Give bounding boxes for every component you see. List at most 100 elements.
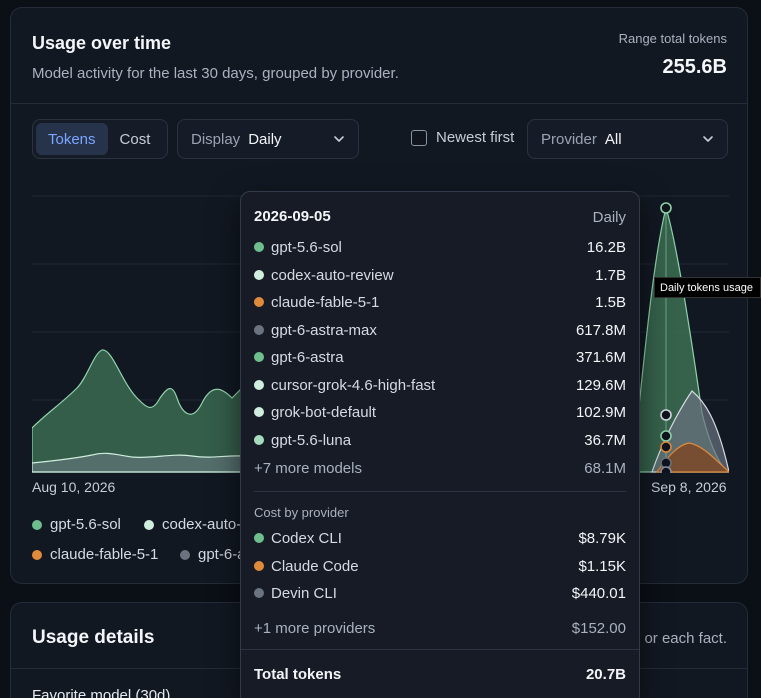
model-value: 617.8M: [575, 321, 626, 339]
provider-value: All: [604, 130, 622, 148]
provider-name: Codex CLI: [271, 529, 342, 547]
tooltip-model-row: codex-auto-review 1.7B: [254, 265, 626, 285]
provider-name: Devin CLI: [271, 584, 337, 602]
model-dot: [254, 297, 264, 307]
chevron-down-icon: [703, 136, 713, 142]
chart-legend: gpt-5.6-sol codex-auto-review claude-fab…: [32, 516, 252, 576]
legend-label: codex-auto-review: [162, 516, 252, 533]
model-dot: [254, 270, 264, 280]
tooltip-provider-row: Devin CLI $440.01: [254, 583, 626, 603]
legend-label: gpt-5.6-sol: [50, 516, 121, 533]
display-label: Display: [191, 130, 241, 148]
provider-cost: $8.79K: [578, 529, 626, 547]
tooltip-model-row: claude-fable-5-1 1.5B: [254, 292, 626, 312]
model-value: 1.7B: [595, 266, 626, 284]
cost-section-label: Cost by provider: [254, 505, 349, 520]
tooltip-provider-row: Claude Code $1.15K: [254, 556, 626, 576]
total-value: 20.7B: [585, 666, 626, 683]
display-select[interactable]: Display Daily: [177, 119, 359, 159]
provider-label: Provider: [541, 130, 597, 148]
model-value: 36.7M: [584, 431, 626, 449]
model-value: 1.5B: [595, 293, 626, 311]
favorite-model-label: Favorite model (30d): [32, 687, 171, 698]
legend-label: claude-fable-5-1: [50, 546, 159, 563]
model-value: 129.6M: [575, 376, 626, 394]
range-total-label: Range total tokens: [618, 31, 727, 46]
more-providers-label: +1 more providers: [254, 619, 376, 637]
tooltip-total: Total tokens 20.7B: [254, 666, 626, 683]
model-name: gpt-6-astra: [271, 348, 344, 366]
tooltip-provider-row: Codex CLI $8.79K: [254, 528, 626, 548]
marker-gpt-6-astra: [660, 430, 672, 442]
tooltip-model-row: gpt-6-astra-max 617.8M: [254, 320, 626, 340]
details-title: Usage details: [32, 627, 155, 648]
model-value: 371.6M: [575, 348, 626, 366]
card-subtitle: Model activity for the last 30 days, gro…: [32, 65, 399, 82]
legend-dot: [32, 519, 42, 530]
legend-item[interactable]: gpt-5.6-sol: [32, 516, 121, 533]
legend-item[interactable]: gpt-6-astra-max: [180, 546, 252, 563]
model-name: grok-bot-default: [271, 403, 377, 421]
more-models-value: 68.1M: [584, 459, 626, 477]
area-codex-auto-review: [32, 452, 243, 473]
details-hint: or each fact.: [644, 630, 727, 647]
total-label: Total tokens: [254, 666, 342, 683]
more-providers-value: $152.00: [571, 619, 626, 637]
model-value: 102.9M: [575, 403, 626, 421]
more-models-label: +7 more models: [254, 459, 362, 477]
model-name: cursor-grok-4.6-high-fast: [271, 376, 436, 394]
tooltip-more-models: +7 more models 68.1M: [254, 458, 626, 478]
newest-first-checkbox[interactable]: [411, 129, 427, 146]
tooltip-mode: Daily: [592, 209, 626, 226]
tooltip-model-row: gpt-5.6-luna 36.7M: [254, 430, 626, 450]
model-name: codex-auto-review: [271, 266, 394, 284]
tooltip-model-row: gpt-5.6-sol 16.2B: [254, 237, 626, 257]
metric-toggle: Tokens Cost: [32, 119, 168, 159]
chart-tooltip: 2026-09-05 Daily gpt-5.6-sol 16.2B codex…: [240, 191, 640, 698]
chevron-down-icon: [334, 136, 344, 142]
divider: [241, 649, 639, 650]
x-axis-start-label: Aug 10, 2026: [32, 479, 116, 495]
provider-cost: $1.15K: [578, 557, 626, 575]
tooltip-model-row: grok-bot-default 102.9M: [254, 402, 626, 422]
model-value: 16.2B: [586, 238, 626, 256]
tooltip-model-row: cursor-grok-4.6-high-fast 129.6M: [254, 375, 626, 395]
model-dot: [254, 407, 264, 417]
provider-dot: [254, 588, 264, 598]
x-axis-end-label: Sep 8, 2026: [651, 479, 727, 495]
model-dot: [254, 325, 264, 335]
legend-dot: [180, 549, 190, 560]
provider-name: Claude Code: [271, 557, 359, 575]
marker-claude-fable: [660, 441, 672, 453]
newest-first-label: Newest first: [436, 129, 515, 146]
model-name: gpt-5.6-sol: [271, 238, 342, 256]
provider-cost: $440.01: [571, 584, 626, 602]
legend-dot: [32, 549, 42, 560]
tab-tokens[interactable]: Tokens: [36, 123, 108, 155]
model-dot: [254, 380, 264, 390]
tooltip-model-row: gpt-6-astra 371.6M: [254, 347, 626, 367]
divider: [254, 491, 626, 492]
hover-markers: [660, 202, 672, 473]
tooltip-more-providers: +1 more providers $152.00: [254, 618, 626, 638]
tab-cost[interactable]: Cost: [119, 130, 151, 148]
legend-dot: [144, 519, 154, 530]
chart-tooltip-badge: Daily tokens usage: [654, 277, 761, 298]
model-dot: [254, 352, 264, 362]
model-dot: [254, 435, 264, 445]
marker-gpt-5-6-sol: [660, 202, 672, 214]
model-name: gpt-6-astra-max: [271, 321, 377, 339]
legend-item[interactable]: claude-fable-5-1: [32, 546, 158, 563]
area-gpt-5-6-sol: [32, 349, 243, 473]
marker-gpt-5-6-luna: [660, 466, 672, 473]
newest-first-toggle[interactable]: Newest first: [411, 129, 514, 146]
marker-codex-auto-review: [660, 409, 672, 421]
card-title: Usage over time: [32, 33, 172, 53]
display-value: Daily: [248, 130, 282, 148]
provider-select[interactable]: Provider All: [527, 119, 728, 159]
legend-item[interactable]: codex-auto-review: [144, 516, 252, 533]
range-total-value: 255.6B: [662, 56, 728, 78]
model-dot: [254, 242, 264, 252]
provider-dot: [254, 561, 264, 571]
model-name: claude-fable-5-1: [271, 293, 380, 311]
